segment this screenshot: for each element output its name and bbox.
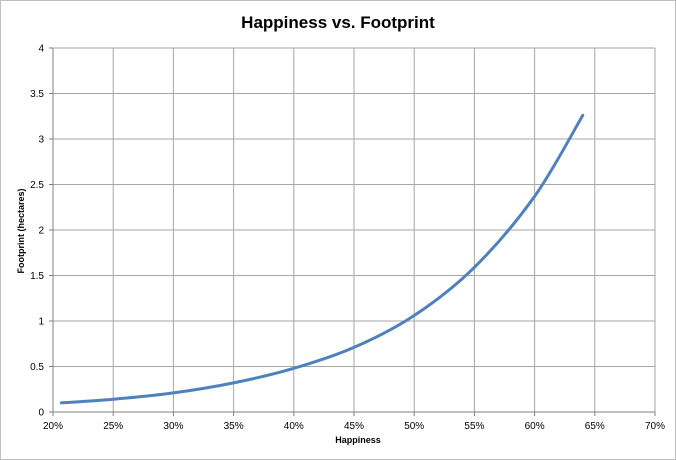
y-tick-label: 4 bbox=[38, 44, 44, 55]
y-tick-label: 1.5 bbox=[30, 271, 44, 282]
y-axis-ticks: 0 0.5 1 1.5 2 2.5 3 3.5 4 bbox=[30, 44, 53, 419]
series-line bbox=[59, 113, 585, 405]
x-tick-label: 65% bbox=[585, 421, 605, 432]
y-tick-label: 2 bbox=[38, 226, 44, 237]
x-tick-label: 70% bbox=[645, 421, 665, 432]
x-tick-label: 55% bbox=[464, 421, 484, 432]
x-tick-label: 60% bbox=[525, 421, 545, 432]
y-tick-label: 0.5 bbox=[30, 362, 44, 373]
x-tick-label: 50% bbox=[404, 421, 424, 432]
x-tick-label: 40% bbox=[284, 421, 304, 432]
x-tick-label: 35% bbox=[224, 421, 244, 432]
chart-title: Happiness vs. Footprint bbox=[241, 13, 435, 32]
y-axis-label: Footprint (hectares) bbox=[16, 188, 26, 273]
y-tick-label: 0 bbox=[38, 408, 44, 419]
y-tick-label: 3.5 bbox=[30, 89, 44, 100]
series-layer bbox=[59, 113, 585, 405]
x-axis-label: Happiness bbox=[335, 435, 381, 445]
x-tick-label: 45% bbox=[344, 421, 364, 432]
x-tick-label: 30% bbox=[163, 421, 183, 432]
x-axis-ticks: 20% 25% 30% 35% 40% 45% 50% 55% 60% 65% 70% bbox=[43, 412, 665, 432]
x-tick-label: 25% bbox=[103, 421, 123, 432]
y-tick-label: 3 bbox=[38, 135, 44, 146]
x-tick-label: 20% bbox=[43, 421, 63, 432]
y-tick-label: 2.5 bbox=[30, 180, 44, 191]
y-tick-label: 1 bbox=[38, 317, 44, 328]
grid-lines bbox=[53, 47, 656, 412]
